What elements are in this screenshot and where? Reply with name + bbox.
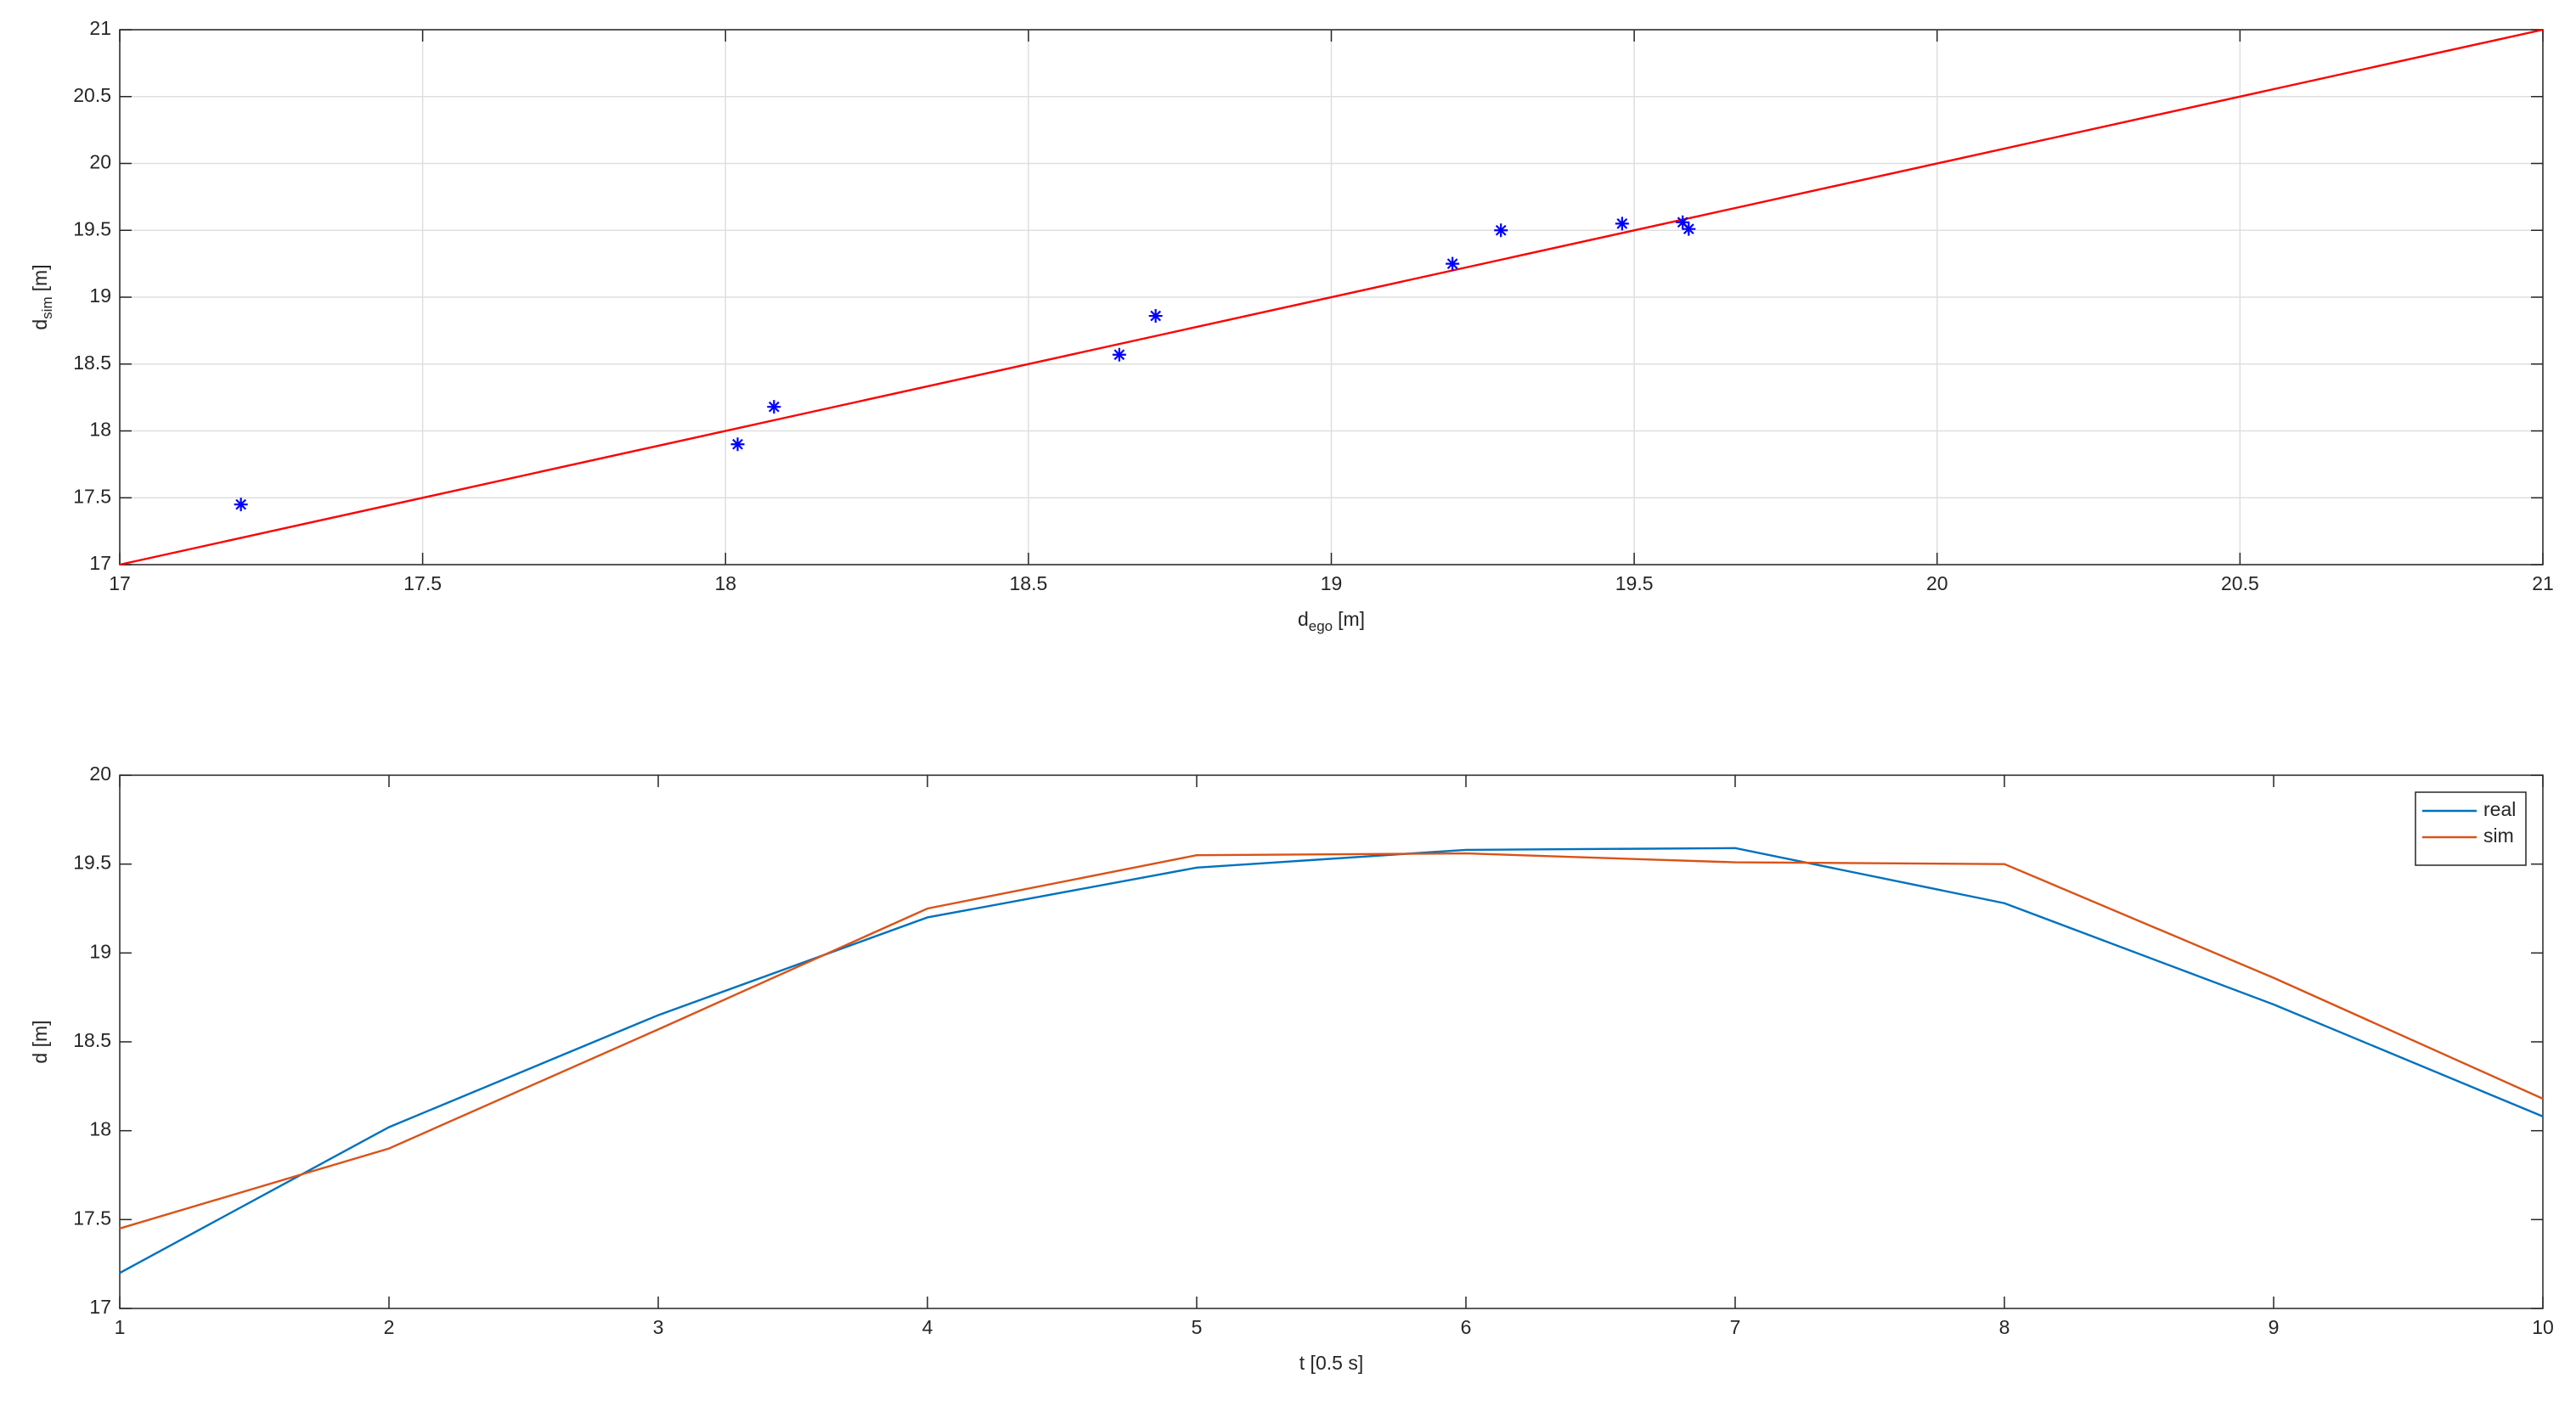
label-unit: [m] — [1338, 608, 1365, 630]
x-tick-label: 9 — [2269, 1316, 2280, 1338]
x-tick-label: 18 — [714, 572, 736, 594]
plot-area — [120, 775, 2543, 1308]
y-tick-label: 18.5 — [73, 1029, 111, 1051]
y-tick-label: 20.5 — [73, 84, 111, 106]
x-tick-label: 8 — [1999, 1316, 2010, 1338]
y-tick-label: 17 — [89, 552, 111, 574]
label-text: d — [29, 319, 51, 330]
x-tick-label: 18.5 — [1009, 572, 1047, 594]
x-tick-label: 19.5 — [1615, 572, 1654, 594]
y-tick-label: 20 — [89, 151, 111, 173]
x-tick-label: 2 — [384, 1316, 395, 1338]
y-tick-label: 19.5 — [73, 852, 111, 874]
marker — [1494, 223, 1508, 238]
y-tick-label: 17 — [89, 1296, 111, 1318]
reference-line — [119, 28, 2544, 566]
legend-label: sim — [2483, 824, 2514, 847]
marker — [234, 498, 248, 512]
y-tick-label: 20 — [89, 762, 111, 785]
y-axis-label: d [m] — [29, 1020, 51, 1063]
series-line — [119, 852, 2544, 1229]
marker — [1682, 222, 1696, 236]
marker — [730, 437, 745, 452]
marker — [1676, 215, 1690, 229]
legend-label: real — [2483, 798, 2516, 820]
label-text: t [0.5 s] — [1299, 1352, 1363, 1374]
x-tick-label: 4 — [922, 1316, 933, 1338]
marker — [767, 400, 781, 414]
x-tick-label: 19 — [1321, 572, 1343, 594]
x-tick-label: 7 — [1730, 1316, 1741, 1338]
series-line — [119, 847, 2544, 1274]
axes-box — [119, 774, 2544, 1309]
y-tick-label: 19 — [89, 284, 111, 307]
x-tick-label: 20 — [1926, 572, 1948, 594]
label-unit: [m] — [29, 264, 51, 291]
x-tick-label: 3 — [653, 1316, 664, 1338]
label-text: d [m] — [29, 1020, 51, 1063]
marker — [1615, 217, 1629, 231]
y-tick-label: 21 — [89, 17, 111, 39]
label-text: d — [1298, 608, 1309, 630]
x-tick-label: 17 — [109, 572, 131, 594]
y-tick-label: 19.5 — [73, 217, 111, 239]
legend-box — [2415, 791, 2527, 866]
x-axis-label: t [0.5 s] — [1299, 1352, 1363, 1374]
y-tick-label: 18.5 — [73, 352, 111, 374]
x-tick-label: 21 — [2532, 572, 2554, 594]
y-tick-label: 19 — [89, 940, 111, 962]
x-tick-label: 5 — [1192, 1316, 1203, 1338]
label-subscript: sim — [39, 296, 55, 318]
marker — [1112, 347, 1126, 362]
y-tick-label: 17.5 — [73, 1207, 111, 1229]
x-tick-label: 17.5 — [403, 572, 442, 594]
y-axis-label: dsim [m] — [29, 264, 55, 329]
y-tick-label: 18 — [89, 419, 111, 441]
y-tick-label: 18 — [89, 1118, 111, 1140]
x-tick-label: 10 — [2532, 1316, 2554, 1338]
x-tick-label: 1 — [115, 1316, 126, 1338]
x-tick-label: 20.5 — [2221, 572, 2259, 594]
marker — [1446, 256, 1460, 271]
axes-box — [119, 29, 2544, 565]
y-tick-label: 17.5 — [73, 485, 111, 507]
x-axis-label: dego [m] — [1298, 608, 1365, 634]
marker — [1148, 309, 1163, 324]
label-subscript: ego — [1309, 618, 1333, 634]
x-tick-label: 6 — [1461, 1316, 1472, 1338]
